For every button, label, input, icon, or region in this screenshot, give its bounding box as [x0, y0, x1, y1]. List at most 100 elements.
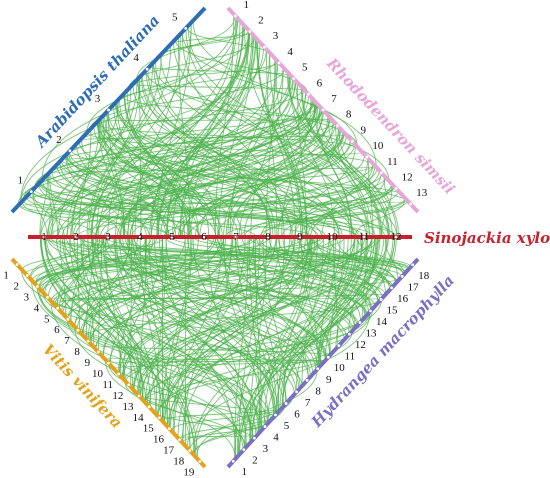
arabidopsis-chromosome-tick	[68, 149, 72, 153]
synteny-link	[124, 236, 347, 338]
hydrangea-chromosome-label: 13	[365, 328, 377, 340]
synteny-link	[310, 176, 386, 238]
rhododendron-chromosome-label: 13	[416, 187, 428, 199]
rhododendron-chromosome-label: 4	[287, 46, 293, 58]
synteny-link	[60, 152, 364, 161]
synteny-link	[145, 236, 234, 404]
synteny-link	[19, 18, 239, 204]
synteny-link	[42, 179, 121, 238]
synteny-link	[117, 236, 367, 316]
rhododendron-chromosome-label: 7	[331, 93, 337, 105]
hydrangea-chromosome-label: 16	[397, 293, 409, 305]
arabidopsis-chromosome-tick	[145, 67, 149, 71]
rhododendron-chromosome-label: 3	[273, 30, 279, 42]
synteny-link	[40, 236, 126, 381]
synteny-link	[315, 236, 376, 371]
vitis-chromosome-tick	[46, 295, 49, 299]
synteny-link	[95, 236, 373, 350]
synteny-link	[255, 236, 383, 299]
vitis-chromosome-tick	[35, 284, 39, 288]
rhododendron-chromosome-tick	[394, 187, 398, 190]
synteny-link	[18, 201, 409, 206]
hydrangea-chromosome-tick	[337, 344, 341, 348]
synteny-link	[95, 123, 360, 149]
rhododendron-chromosome-label: 9	[360, 124, 366, 136]
synteny-link	[196, 369, 318, 458]
hydrangea-chromosome-tick	[274, 413, 277, 417]
synteny-link	[186, 311, 371, 448]
hydrangea-axis-line	[226, 257, 420, 469]
hydrangea-chromosome-tick	[242, 448, 246, 452]
synteny-link	[58, 117, 331, 238]
hydrangea-chromosome-tick	[252, 436, 256, 440]
synteny-link	[119, 236, 247, 447]
vitis-chromosome-label: 15	[143, 423, 155, 435]
rhododendron-chromosome-tick	[365, 155, 369, 159]
rhododendron-chromosome-label: 12	[402, 171, 413, 183]
hydrangea-chromosome-label: 17	[408, 281, 420, 293]
hydrangea-chromosome-tick	[284, 402, 288, 405]
hydrangea-chromosome-tick	[347, 332, 351, 336]
vitis-chromosome-label: 10	[92, 368, 104, 380]
vitis-chromosome-tick	[127, 383, 131, 387]
arabidopsis-chromosome-label: 2	[56, 134, 62, 146]
synteny-link	[41, 16, 237, 181]
sinojackia-chromosome-tick	[298, 235, 302, 239]
vitis-chromosome-label: 8	[74, 346, 80, 358]
vitis-chromosome-tick	[168, 427, 171, 431]
vitis-chromosome-label: 6	[54, 324, 60, 336]
synteny-link	[104, 114, 190, 238]
rhododendron-chromosome-label: 10	[372, 140, 384, 152]
synteny-link	[153, 236, 252, 443]
hydrangea-chromosome-label: 18	[418, 270, 430, 282]
vitis-chromosome-tick	[117, 372, 121, 376]
synteny-link	[155, 236, 167, 415]
sinojackia-chromosome-label: 7	[233, 231, 239, 243]
hydrangea-chromosome-label: 5	[284, 420, 290, 432]
synteny-link	[294, 165, 376, 238]
synteny-link	[50, 300, 244, 451]
vitis-chromosome-label: 4	[34, 302, 40, 314]
rhododendron-chromosome-label: 6	[317, 77, 323, 89]
vitis-chromosome-tick	[147, 405, 151, 409]
synteny-link	[383, 175, 400, 238]
synteny-link	[249, 236, 309, 444]
rhododendron-chromosome-tick	[321, 108, 325, 112]
sinojackia-chromosome-label: 9	[297, 231, 303, 243]
sinojackia-chromosome-label: 4	[137, 231, 143, 243]
synteny-link	[48, 166, 377, 174]
arabidopsis-chromosome-label: 1	[18, 175, 24, 187]
vitis-chromosome-tick	[56, 306, 60, 310]
synteny-link	[165, 236, 275, 418]
synteny-link	[21, 201, 96, 238]
synteny-link	[70, 149, 413, 206]
hydrangea-chromosome-tick	[305, 378, 309, 382]
vitis-chromosome-tick	[137, 394, 141, 398]
hydrangea-chromosome-tick	[263, 425, 267, 428]
vitis-chromosome-tick	[157, 416, 161, 420]
sinojackia-chromosome-axis: 1 2 3 4 5 6 7 8 9 10 11 12	[28, 231, 412, 243]
hydrangea-chromosome-tick	[369, 309, 372, 313]
arabidopsis-chromosome-label: 3	[95, 93, 101, 105]
synteny-link	[178, 35, 191, 238]
synteny-link	[20, 269, 295, 395]
hydrangea-chromosome-tick	[326, 355, 330, 359]
sinojackia-chromosome-label: 8	[265, 231, 271, 243]
hydrangea-chromosome-label: 10	[334, 362, 346, 374]
synteny-link	[166, 67, 284, 238]
hydrangea-chromosome-label: 8	[315, 385, 321, 397]
synteny-link	[155, 60, 276, 238]
synteny-link	[193, 404, 286, 456]
hydrangea-chromosome-label: 2	[252, 455, 258, 467]
synteny-link	[61, 132, 345, 238]
synteny-link	[384, 236, 399, 281]
arabidopsis-chromosome-label: 5	[172, 11, 178, 23]
rhododendron-species-label: Rhododendron simsii	[322, 54, 458, 198]
synteny-link	[39, 174, 49, 238]
synteny-link	[131, 163, 374, 238]
synteny-link	[56, 236, 393, 288]
synteny-link	[181, 236, 301, 443]
hydrangea-chromosome-label: 3	[263, 443, 269, 455]
sinojackia-chromosome-label: 12	[391, 231, 402, 243]
